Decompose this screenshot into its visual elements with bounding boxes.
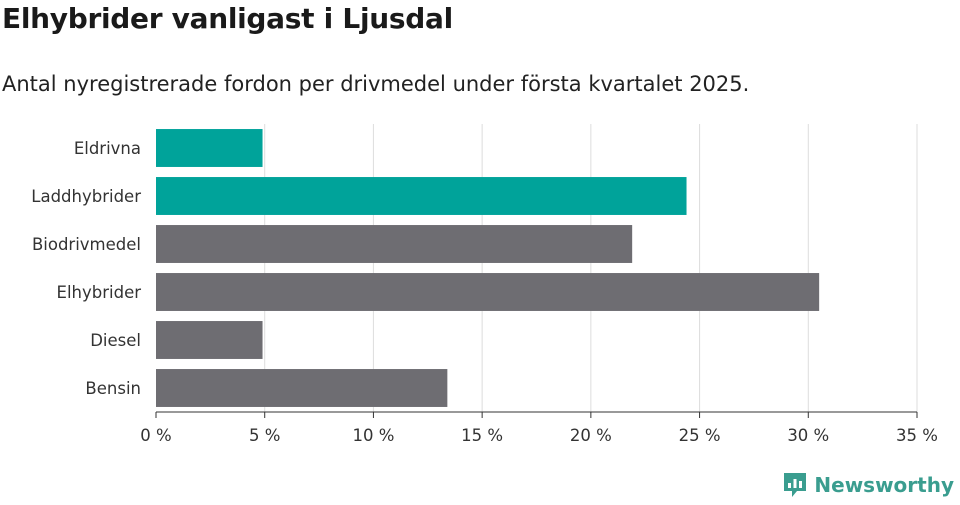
newsworthy-chart-icon [784,473,807,497]
x-tick-label: 30 % [787,426,829,445]
grid-lines [264,124,918,412]
bars [156,129,820,407]
bar [156,369,448,407]
category-label: Elhybrider [57,283,142,302]
newsworthy-logo: Newsworthy [782,471,954,499]
logo-text: Newsworthy [814,473,954,497]
category-label: Eldrivna [74,139,141,158]
x-axis: 0 % 5 % 10 % 15 % 20 % 25 % 30 % 35 % [140,411,938,445]
category-label: Biodrivmedel [32,235,141,254]
bar [156,129,263,167]
x-tick-label: 20 % [570,426,612,445]
bar-chart: Eldrivna Laddhybrider Biodrivmedel Elhybrid… [31,124,938,445]
x-tick-label: 10 % [352,426,394,445]
bar [156,225,633,263]
bar [156,273,820,311]
category-label: Laddhybrider [31,187,141,206]
category-labels: Eldrivna Laddhybrider Biodrivmedel Elhybrid… [31,139,141,398]
bar [156,321,263,359]
x-tick-label: 35 % [896,426,938,445]
x-tick-label: 15 % [461,426,503,445]
chart-title: Elhybrider vanligast i Ljusdal [2,2,453,35]
x-tick-label: 25 % [679,426,721,445]
category-label: Diesel [90,331,141,350]
x-tick-label: 5 % [249,426,280,445]
category-label: Bensin [85,379,141,398]
x-tick-label: 0 % [140,426,171,445]
bar [156,177,687,215]
chart-subtitle: Antal nyregistrerade fordon per drivmede… [2,72,750,96]
